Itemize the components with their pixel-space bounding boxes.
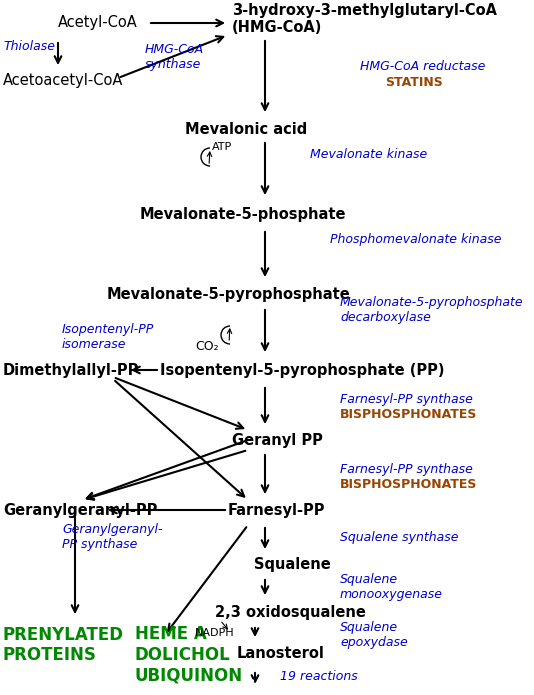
Text: Squalene: Squalene xyxy=(254,557,331,573)
Text: 2,3 oxidosqualene: 2,3 oxidosqualene xyxy=(215,605,366,619)
Text: CHOLESTEROL: CHOLESTEROL xyxy=(225,694,370,695)
Text: 3-hydroxy-3-methylglutaryl-CoA
(HMG-CoA): 3-hydroxy-3-methylglutaryl-CoA (HMG-CoA) xyxy=(232,3,497,35)
Text: STATINS: STATINS xyxy=(385,76,443,90)
Text: Mevalonate-5-pyrophosphate
decarboxylase: Mevalonate-5-pyrophosphate decarboxylase xyxy=(340,296,524,324)
Text: Mevalonate-5-phosphate: Mevalonate-5-phosphate xyxy=(140,208,347,222)
Text: Squalene synthase: Squalene synthase xyxy=(340,530,459,543)
Text: Phosphomevalonate kinase: Phosphomevalonate kinase xyxy=(330,234,501,247)
Text: Squalene
epoxydase: Squalene epoxydase xyxy=(340,621,408,649)
Text: Mevalonate-5-pyrophosphate: Mevalonate-5-pyrophosphate xyxy=(107,288,351,302)
Text: CO₂: CO₂ xyxy=(195,341,218,354)
Text: BISPHOSPHONATES: BISPHOSPHONATES xyxy=(340,409,477,421)
Text: HMG-CoA reductase: HMG-CoA reductase xyxy=(360,60,485,74)
Text: Isopentenyl-5-pyrophosphate (PP): Isopentenyl-5-pyrophosphate (PP) xyxy=(160,363,444,377)
Text: Mevalonic acid: Mevalonic acid xyxy=(185,122,307,138)
Text: Acetoacetyl-CoA: Acetoacetyl-CoA xyxy=(3,72,123,88)
Text: Lanosterol: Lanosterol xyxy=(237,646,325,660)
Text: BISPHOSPHONATES: BISPHOSPHONATES xyxy=(340,478,477,491)
Text: Acetyl-CoA: Acetyl-CoA xyxy=(58,15,138,31)
Text: 19 reactions: 19 reactions xyxy=(280,671,358,683)
Text: Thiolase: Thiolase xyxy=(3,40,55,54)
Text: Geranylgeranyl-PP: Geranylgeranyl-PP xyxy=(3,502,158,518)
Text: Squalene
monooxygenase: Squalene monooxygenase xyxy=(340,573,443,601)
Text: HMG-CoA
synthase: HMG-CoA synthase xyxy=(145,43,204,71)
Text: Farnesyl-PP: Farnesyl-PP xyxy=(228,502,326,518)
Text: Isopentenyl-PP
isomerase: Isopentenyl-PP isomerase xyxy=(62,323,154,351)
Text: HEME A
DOLICHOL
UBIQUINON: HEME A DOLICHOL UBIQUINON xyxy=(135,626,243,685)
Text: Geranylgeranyl-
PP synthase: Geranylgeranyl- PP synthase xyxy=(62,523,162,551)
Text: Farnesyl-PP synthase: Farnesyl-PP synthase xyxy=(340,393,473,407)
Text: NADPH: NADPH xyxy=(195,628,234,638)
Text: Dimethylallyl-PP: Dimethylallyl-PP xyxy=(3,363,139,377)
Text: Mevalonate kinase: Mevalonate kinase xyxy=(310,149,427,161)
Text: Farnesyl-PP synthase: Farnesyl-PP synthase xyxy=(340,464,473,477)
Text: ATP: ATP xyxy=(212,142,232,152)
Text: Geranyl PP: Geranyl PP xyxy=(232,432,323,448)
Text: PRENYLATED
PROTEINS: PRENYLATED PROTEINS xyxy=(3,626,124,664)
